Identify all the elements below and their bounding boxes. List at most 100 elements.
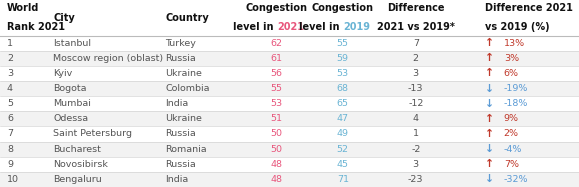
Text: 9%: 9%: [504, 114, 519, 123]
Text: Romania: Romania: [165, 145, 207, 154]
Text: -4%: -4%: [504, 145, 522, 154]
Text: Novosibirsk: Novosibirsk: [53, 160, 108, 169]
Text: Kyiv: Kyiv: [53, 69, 72, 78]
Text: 9: 9: [7, 160, 13, 169]
Text: 53: 53: [337, 69, 349, 78]
Text: 8: 8: [7, 145, 13, 154]
Bar: [0, 36, 579, 51]
Text: Bogota: Bogota: [53, 84, 87, 93]
Bar: [0, 126, 579, 142]
Text: -23: -23: [408, 175, 423, 184]
Text: India: India: [165, 99, 188, 108]
Bar: [0, 172, 579, 187]
Text: 56: 56: [271, 69, 283, 78]
Text: ↑: ↑: [485, 129, 494, 139]
Text: 2%: 2%: [504, 129, 519, 139]
Text: 2021 vs 2019*: 2021 vs 2019*: [377, 22, 455, 32]
Text: 49: 49: [337, 129, 349, 139]
Text: 5: 5: [7, 99, 13, 108]
Text: Colombia: Colombia: [165, 84, 210, 93]
Text: Congestion: Congestion: [312, 3, 374, 13]
Bar: [0, 96, 579, 111]
Text: -19%: -19%: [504, 84, 528, 93]
Text: ↓: ↓: [485, 174, 494, 184]
Text: Difference 2021: Difference 2021: [485, 3, 573, 13]
Text: ↓: ↓: [485, 84, 494, 94]
Text: 50: 50: [271, 145, 283, 154]
Text: Saint Petersburg: Saint Petersburg: [53, 129, 132, 139]
Text: 65: 65: [337, 99, 349, 108]
Text: Difference: Difference: [387, 3, 445, 13]
Text: 53: 53: [271, 99, 283, 108]
Text: 55: 55: [337, 39, 349, 48]
Text: level in: level in: [299, 22, 343, 32]
Text: 48: 48: [271, 160, 283, 169]
Text: -32%: -32%: [504, 175, 528, 184]
Text: 50: 50: [271, 129, 283, 139]
Bar: [0, 51, 579, 66]
Text: ↑: ↑: [485, 53, 494, 63]
Text: 62: 62: [271, 39, 283, 48]
Text: 51: 51: [271, 114, 283, 123]
Text: 1: 1: [7, 39, 13, 48]
Text: vs 2019 (%): vs 2019 (%): [485, 22, 550, 32]
Text: Bucharest: Bucharest: [53, 145, 101, 154]
Bar: [0, 0, 579, 36]
Text: 68: 68: [337, 84, 349, 93]
Text: Ukraine: Ukraine: [165, 114, 202, 123]
Text: ↓: ↓: [485, 99, 494, 109]
Text: -12: -12: [408, 99, 423, 108]
Text: Odessa: Odessa: [53, 114, 89, 123]
Text: Russia: Russia: [165, 129, 196, 139]
Text: 10: 10: [7, 175, 19, 184]
Text: -13: -13: [408, 84, 423, 93]
Text: 52: 52: [337, 145, 349, 154]
Text: 7: 7: [7, 129, 13, 139]
Text: ↑: ↑: [485, 159, 494, 169]
Text: Mumbai: Mumbai: [53, 99, 91, 108]
Text: 61: 61: [271, 54, 283, 63]
Text: ↑: ↑: [485, 114, 494, 124]
Text: 7: 7: [413, 39, 419, 48]
Text: 2: 2: [413, 54, 419, 63]
Text: 3: 3: [7, 69, 13, 78]
Text: 55: 55: [271, 84, 283, 93]
Text: 3: 3: [413, 69, 419, 78]
Text: Congestion: Congestion: [245, 3, 308, 13]
Bar: [0, 142, 579, 157]
Text: ↑: ↑: [485, 38, 494, 48]
Text: ↓: ↓: [485, 144, 494, 154]
Text: 2: 2: [7, 54, 13, 63]
Bar: [0, 157, 579, 172]
Text: Russia: Russia: [165, 54, 196, 63]
Text: ↑: ↑: [485, 68, 494, 78]
Text: 4: 4: [413, 114, 419, 123]
Text: 71: 71: [337, 175, 349, 184]
Text: 3%: 3%: [504, 54, 519, 63]
Bar: [0, 66, 579, 81]
Text: 4: 4: [7, 84, 13, 93]
Text: -2: -2: [411, 145, 420, 154]
Text: India: India: [165, 175, 188, 184]
Text: 2021: 2021: [277, 22, 304, 32]
Text: 6%: 6%: [504, 69, 519, 78]
Text: 48: 48: [271, 175, 283, 184]
Text: 2019: 2019: [343, 22, 370, 32]
Text: 47: 47: [337, 114, 349, 123]
Text: level in: level in: [233, 22, 277, 32]
Text: Ukraine: Ukraine: [165, 69, 202, 78]
Text: 13%: 13%: [504, 39, 525, 48]
Text: 6: 6: [7, 114, 13, 123]
Text: 59: 59: [337, 54, 349, 63]
Text: Bengaluru: Bengaluru: [53, 175, 102, 184]
Text: Turkey: Turkey: [165, 39, 196, 48]
Text: Istanbul: Istanbul: [53, 39, 91, 48]
Text: Rank 2021: Rank 2021: [7, 22, 65, 32]
Text: Country: Country: [165, 13, 209, 23]
Text: -18%: -18%: [504, 99, 528, 108]
Text: Russia: Russia: [165, 160, 196, 169]
Text: Moscow region (oblast): Moscow region (oblast): [53, 54, 163, 63]
Text: World: World: [7, 3, 39, 13]
Text: 7%: 7%: [504, 160, 519, 169]
Text: 3: 3: [413, 160, 419, 169]
